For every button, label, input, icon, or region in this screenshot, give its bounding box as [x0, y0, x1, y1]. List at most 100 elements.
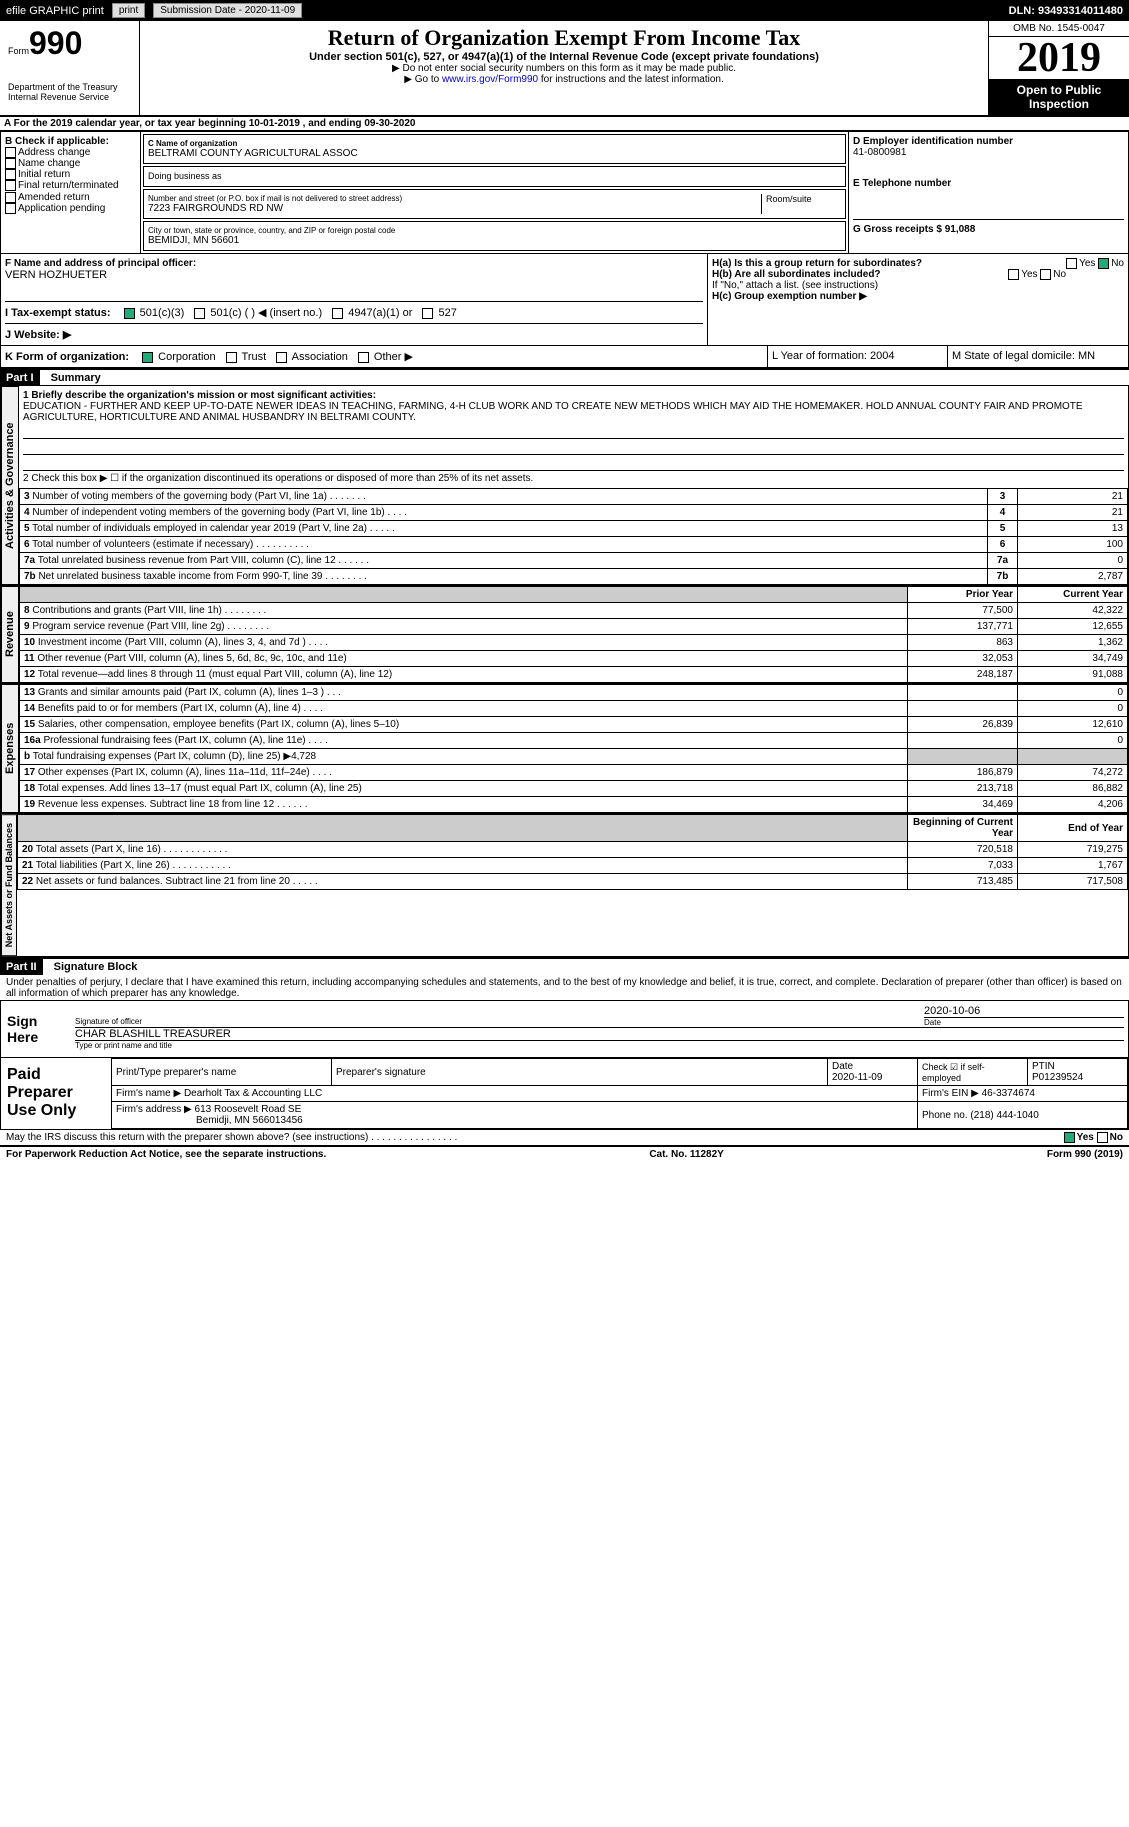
top-bar: efile GRAPHIC print print Submission Dat…	[0, 0, 1129, 21]
table-row: 20 Total assets (Part X, line 16) . . . …	[18, 842, 1128, 858]
tax-year: 2019	[989, 37, 1129, 79]
discuss-line: May the IRS discuss this return with the…	[0, 1130, 1129, 1147]
checkbox-address-change[interactable]: Address change	[5, 147, 136, 158]
expenses-section: Expenses 13 Grants and similar amounts p…	[0, 683, 1129, 814]
org-name: BELTRAMI COUNTY AGRICULTURAL ASSOC	[148, 148, 841, 159]
firm-phone: (218) 444-1040	[970, 1110, 1038, 1121]
perjury-statement: Under penalties of perjury, I declare th…	[0, 975, 1129, 1001]
irs-link[interactable]: www.irs.gov/Form990	[442, 74, 538, 85]
year-box: OMB No. 1545-0047 2019 Open to Public In…	[989, 21, 1129, 115]
netassets-section: Net Assets or Fund Balances Beginning of…	[0, 813, 1129, 957]
revenue-table: Prior YearCurrent Year8 Contributions an…	[19, 586, 1128, 683]
tax-status-0[interactable]: 501(c)(3)	[124, 307, 185, 319]
website-line: J Website: ▶	[5, 323, 703, 341]
revenue-label: Revenue	[1, 586, 19, 683]
footer: For Paperwork Reduction Act Notice, see …	[0, 1147, 1129, 1162]
dept-label: Department of the Treasury Internal Reve…	[8, 82, 131, 102]
paid-preparer-section: Paid Preparer Use Only Print/Type prepar…	[0, 1057, 1129, 1130]
table-row: 6 Total number of volunteers (estimate i…	[20, 537, 1128, 553]
part-1: Part I Summary	[0, 368, 1129, 386]
table-row: 4 Number of independent voting members o…	[20, 505, 1128, 521]
expenses-label: Expenses	[1, 684, 19, 813]
table-row: 9 Program service revenue (Part VIII, li…	[20, 619, 1128, 635]
expenses-table: 13 Grants and similar amounts paid (Part…	[19, 684, 1128, 813]
sign-here-section: Sign Here Signature of officer 2020-10-0…	[0, 1000, 1129, 1058]
note-link: ▶ Go to www.irs.gov/Form990 for instruct…	[144, 74, 984, 85]
table-row: 8 Contributions and grants (Part VIII, l…	[20, 603, 1128, 619]
form-version: Form 990 (2019)	[1047, 1149, 1123, 1160]
form-org-3[interactable]: Other ▶	[358, 351, 413, 363]
print-button[interactable]: print	[112, 3, 145, 18]
table-row: 22 Net assets or fund balances. Subtract…	[18, 874, 1128, 890]
revenue-section: Revenue Prior YearCurrent Year8 Contribu…	[0, 585, 1129, 684]
sig-date: 2020-10-06	[924, 1005, 1124, 1017]
firm-ein: 46-3374674	[982, 1088, 1035, 1099]
table-row: 13 Grants and similar amounts paid (Part…	[20, 685, 1128, 701]
governance-section: Activities & Governance 1 Briefly descri…	[0, 385, 1129, 586]
part-1-label: Part I	[0, 370, 40, 386]
form-number-box: Form990 Department of the Treasury Inter…	[0, 21, 140, 115]
efile-label: efile GRAPHIC print	[6, 5, 104, 17]
checkbox-application-pending[interactable]: Application pending	[5, 203, 136, 214]
form-org-section: K Form of organization: Corporation Trus…	[0, 346, 1129, 368]
governance-label: Activities & Governance	[1, 386, 19, 585]
ein: 41-0800981	[853, 147, 1124, 158]
table-row: 11 Other revenue (Part VIII, column (A),…	[20, 651, 1128, 667]
form-org-2[interactable]: Association	[276, 351, 348, 363]
table-row: b Total fundraising expenses (Part IX, c…	[20, 749, 1128, 765]
table-row: 16a Professional fundraising fees (Part …	[20, 733, 1128, 749]
form-title: Return of Organization Exempt From Incom…	[144, 25, 984, 51]
netassets-label: Net Assets or Fund Balances	[1, 814, 17, 956]
note-ssn: ▶ Do not enter social security numbers o…	[144, 63, 984, 74]
tax-status-3[interactable]: 527	[422, 307, 456, 319]
form-990: 990	[29, 25, 82, 61]
hb-yes-check[interactable]	[1008, 269, 1019, 280]
state-domicile: M State of legal domicile: MN	[948, 346, 1128, 367]
discuss-no-check[interactable]	[1097, 1132, 1108, 1143]
org-city: BEMIDJI, MN 56601	[148, 235, 841, 246]
table-row: 15 Salaries, other compensation, employe…	[20, 717, 1128, 733]
title-box: Return of Organization Exempt From Incom…	[140, 21, 989, 115]
discuss-yes-check[interactable]	[1064, 1132, 1075, 1143]
firm-address: 613 Roosevelt Road SE	[195, 1104, 302, 1115]
sign-here-label: Sign Here	[1, 1001, 71, 1057]
firm-name: Dearholt Tax & Accounting LLC	[184, 1088, 322, 1099]
officer-name: CHAR BLASHILL TREASURER	[75, 1028, 1124, 1040]
netassets-table: Beginning of Current YearEnd of Year20 T…	[17, 814, 1128, 890]
form-header: Form990 Department of the Treasury Inter…	[0, 21, 1129, 117]
table-row: 10 Investment income (Part VIII, column …	[20, 635, 1128, 651]
table-row: 7b Net unrelated business taxable income…	[20, 569, 1128, 585]
checkbox-amended-return[interactable]: Amended return	[5, 192, 136, 203]
form-org-0[interactable]: Corporation	[142, 351, 216, 363]
table-row: 19 Revenue less expenses. Subtract line …	[20, 797, 1128, 813]
ha-yes-check[interactable]	[1066, 258, 1077, 269]
table-row: 14 Benefits paid to or for members (Part…	[20, 701, 1128, 717]
hb-no-check[interactable]	[1040, 269, 1051, 280]
table-row: 12 Total revenue—add lines 8 through 11 …	[20, 667, 1128, 683]
table-row: 3 Number of voting members of the govern…	[20, 489, 1128, 505]
checkbox-final-return-terminated[interactable]: Final return/terminated	[5, 180, 136, 191]
form-org-1[interactable]: Trust	[226, 351, 267, 363]
gross-receipts: G Gross receipts $ 91,088	[853, 219, 1124, 235]
dln-label: DLN: 93493314011480	[1009, 5, 1123, 17]
section-d-e-g: D Employer identification number 41-0800…	[848, 132, 1128, 253]
checkbox-initial-return[interactable]: Initial return	[5, 169, 136, 180]
checkbox-name-change[interactable]: Name change	[5, 158, 136, 169]
ha-no-check[interactable]	[1098, 258, 1109, 269]
paid-preparer-label: Paid Preparer Use Only	[1, 1058, 111, 1129]
governance-table: 3 Number of voting members of the govern…	[19, 488, 1128, 585]
pra-notice: For Paperwork Reduction Act Notice, see …	[6, 1149, 326, 1160]
org-info-section: B Check if applicable: Address changeNam…	[0, 131, 1129, 254]
tax-status-2[interactable]: 4947(a)(1) or	[332, 307, 412, 319]
table-row: 17 Other expenses (Part IX, column (A), …	[20, 765, 1128, 781]
year-formation: L Year of formation: 2004	[768, 346, 948, 367]
table-row: 5 Total number of individuals employed i…	[20, 521, 1128, 537]
prep-date: 2020-11-09	[832, 1072, 882, 1083]
cat-no: Cat. No. 11282Y	[649, 1149, 723, 1160]
table-row: 7a Total unrelated business revenue from…	[20, 553, 1128, 569]
section-c: C Name of organization BELTRAMI COUNTY A…	[141, 132, 848, 253]
tax-status-1[interactable]: 501(c) ( ) ◀ (insert no.)	[194, 307, 322, 319]
submission-date: Submission Date - 2020-11-09	[153, 3, 302, 18]
ptin: P01239524	[1032, 1072, 1083, 1083]
org-address: 7223 FAIRGROUNDS RD NW	[148, 203, 761, 214]
